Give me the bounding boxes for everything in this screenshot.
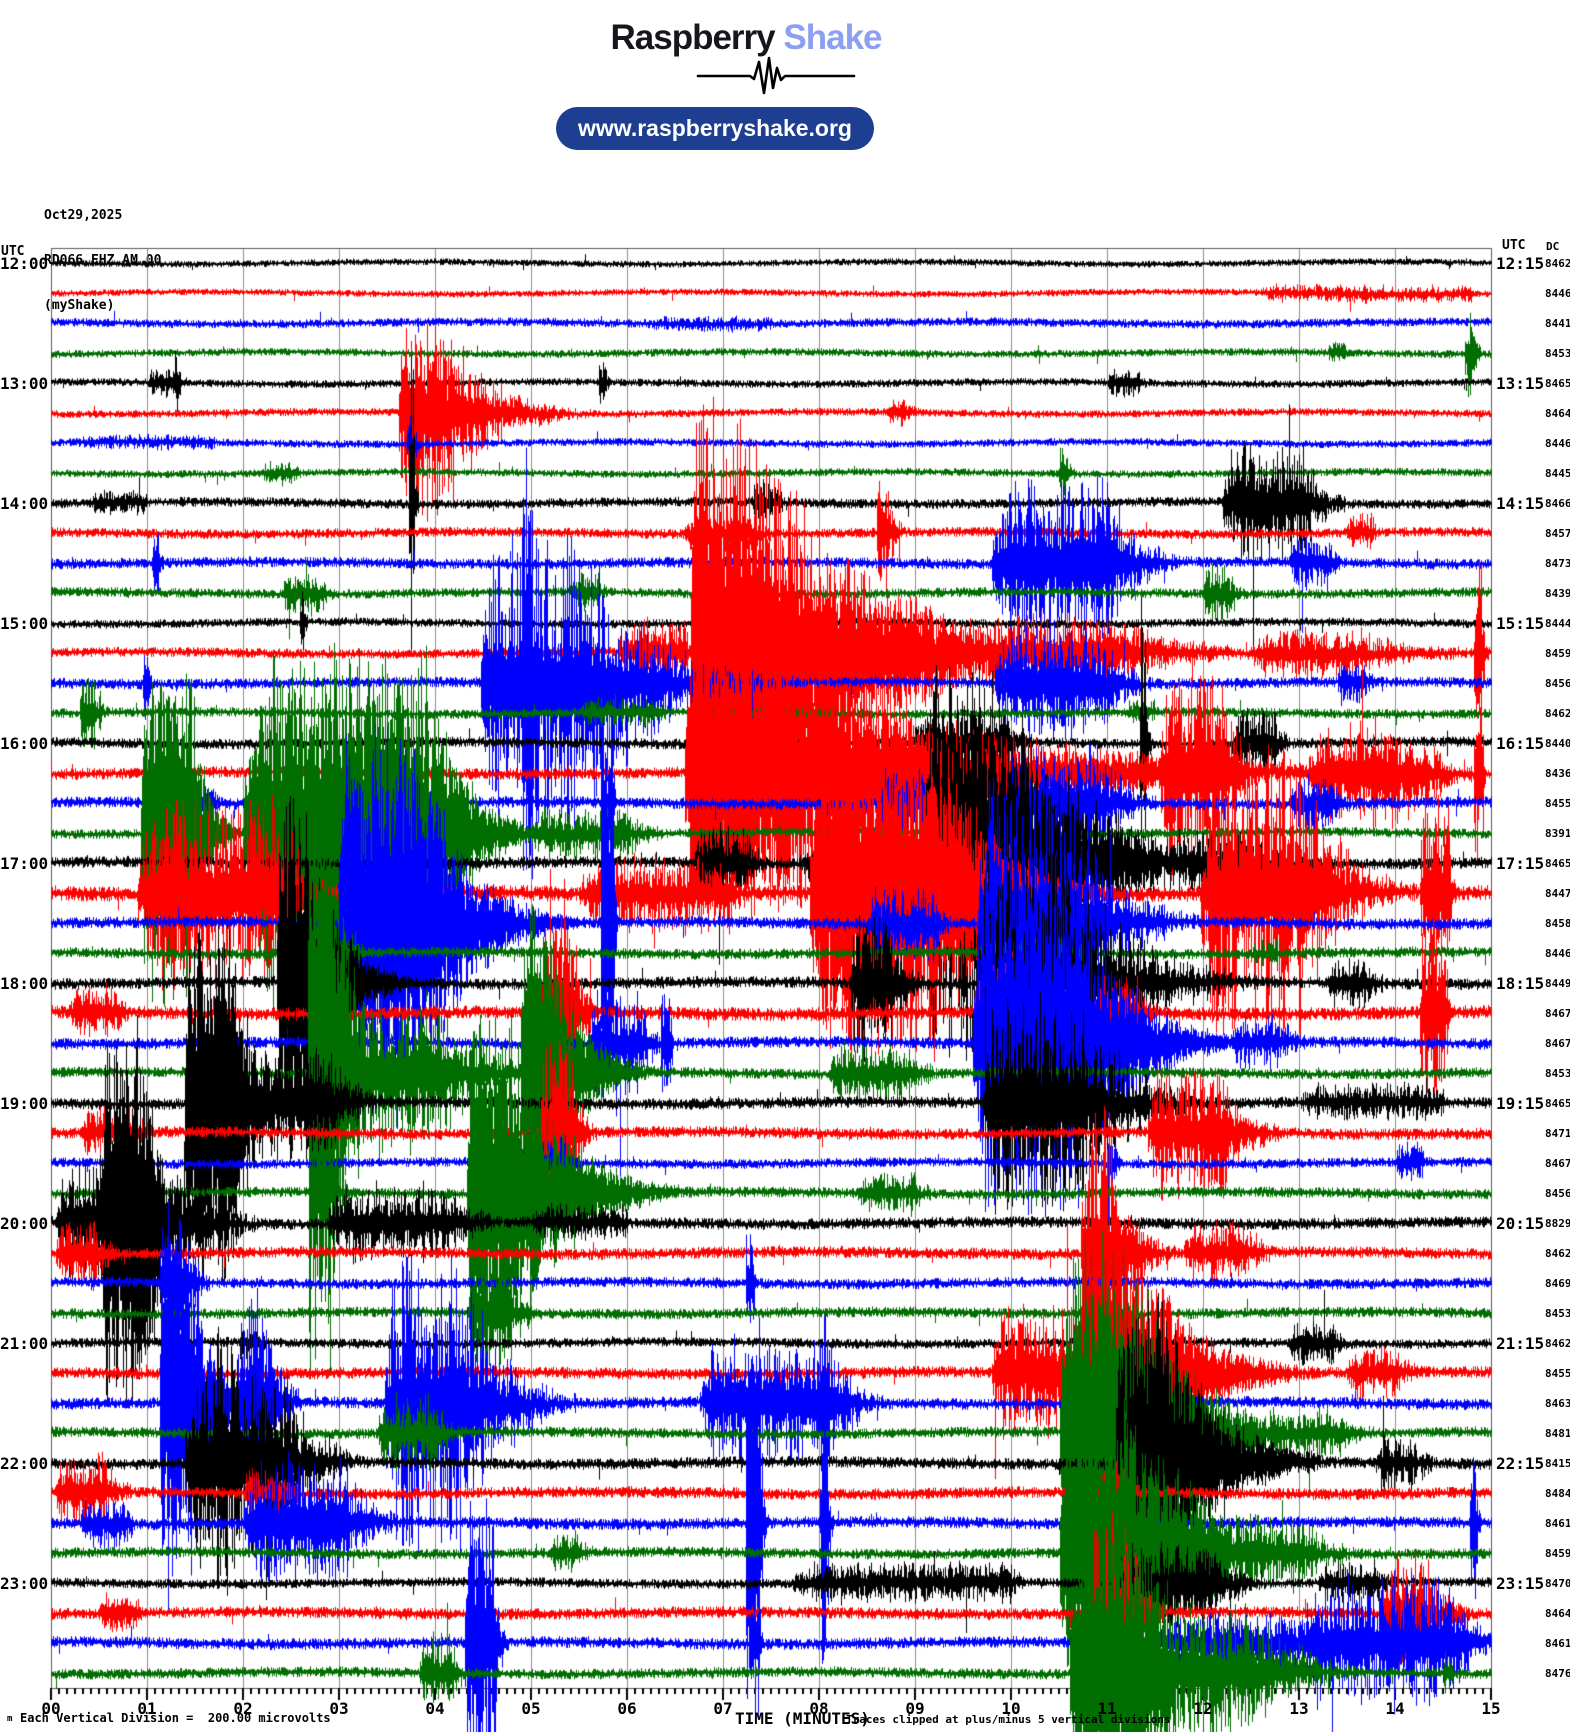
utc-left-label: 22:00: [0, 1454, 49, 1473]
dc-value: 8457: [1545, 527, 1570, 540]
utc-right-label: 15:15: [1496, 614, 1545, 633]
utc-right-label: 21:15: [1496, 1334, 1545, 1353]
dc-value: 8455: [1545, 797, 1570, 810]
utc-left-label: 19:00: [0, 1094, 49, 1113]
dc-value: 8441: [1545, 317, 1570, 330]
utc-left-label: 13:00: [0, 374, 49, 393]
x-tick-label: 06: [617, 1699, 637, 1718]
x-axis-title: TIME (MINUTES): [735, 1709, 870, 1728]
dc-value: 8391: [1545, 827, 1570, 840]
x-tick-label: 10: [1001, 1699, 1021, 1718]
dc-value: 8415: [1545, 1457, 1570, 1470]
utc-left-label: 16:00: [0, 734, 49, 753]
vertical-division-scale-note: Each Vertical Division = 200.00 microvol…: [20, 1711, 331, 1725]
dc-value: 8449: [1545, 977, 1570, 990]
utc-right-label: 18:15: [1496, 974, 1545, 993]
dc-value: 8462: [1545, 257, 1570, 270]
dc-value: 8459: [1545, 1547, 1570, 1560]
dc-value: 8447: [1545, 887, 1570, 900]
dc-value: 8453: [1545, 347, 1570, 360]
dc-value: 8456: [1545, 677, 1570, 690]
x-tick-label: 11: [1097, 1699, 1117, 1718]
x-tick-label: 07: [713, 1699, 733, 1718]
dc-value: 8459: [1545, 647, 1570, 660]
dc-value: 8467: [1545, 1037, 1570, 1050]
utc-right-label: 23:15: [1496, 1574, 1545, 1593]
x-tick-label: 05: [521, 1699, 541, 1718]
x-tick-label: 01: [137, 1699, 157, 1718]
utc-left-label: 20:00: [0, 1214, 49, 1233]
dc-value: 8440: [1545, 737, 1570, 750]
utc-left-label: 15:00: [0, 614, 49, 633]
dc-value: 8446: [1545, 437, 1570, 450]
x-tick-label: 13: [1289, 1699, 1309, 1718]
dc-value: 8471: [1545, 1127, 1570, 1140]
dc-value: 8439: [1545, 587, 1570, 600]
dc-value: 8465: [1545, 377, 1570, 390]
utc-left-label: 17:00: [0, 854, 49, 873]
dc-value: 8469: [1545, 1277, 1570, 1290]
dc-value: 8455: [1545, 1367, 1570, 1380]
x-tick-label: 00: [41, 1699, 61, 1718]
x-tick-label: 08: [809, 1699, 829, 1718]
dc-value: 8461: [1545, 1517, 1570, 1530]
utc-left-label: 12:00: [0, 254, 49, 273]
dc-value: 8445: [1545, 467, 1570, 480]
dc-value: 8464: [1545, 1607, 1570, 1620]
utc-right-label: 12:15: [1496, 254, 1545, 273]
x-tick-label: 12: [1193, 1699, 1213, 1718]
dc-value: 8453: [1545, 1307, 1570, 1320]
dc-value: 8462: [1545, 707, 1570, 720]
x-tick-label: 03: [329, 1699, 349, 1718]
dc-value: 8470: [1545, 1577, 1570, 1590]
scale-note-glyph: m: [7, 1714, 13, 1724]
utc-left-label: 18:00: [0, 974, 49, 993]
dc-value: 8481: [1545, 1427, 1570, 1440]
utc-left-label: 21:00: [0, 1334, 49, 1353]
utc-right-label: 13:15: [1496, 374, 1545, 393]
dc-value: 8476: [1545, 1667, 1570, 1680]
utc-left-label: 14:00: [0, 494, 49, 513]
dc-value: 8465: [1545, 1097, 1570, 1110]
dc-value: 8446: [1545, 947, 1570, 960]
dc-value: 8458: [1545, 917, 1570, 930]
utc-right-label: 20:15: [1496, 1214, 1545, 1233]
dc-value: 8466: [1545, 497, 1570, 510]
x-tick-label: 09: [905, 1699, 925, 1718]
x-tick-label: 15: [1481, 1699, 1501, 1718]
dc-value: 8467: [1545, 1157, 1570, 1170]
dc-value: 8463: [1545, 1397, 1570, 1410]
utc-left-label: 23:00: [0, 1574, 49, 1593]
dc-value: 8462: [1545, 1337, 1570, 1350]
dc-value: 8436: [1545, 767, 1570, 780]
utc-right-label: 19:15: [1496, 1094, 1545, 1113]
dc-value: 8465: [1545, 857, 1570, 870]
x-tick-label: 14: [1385, 1699, 1405, 1718]
dc-value: 8446: [1545, 287, 1570, 300]
dc-value: 8484: [1545, 1487, 1570, 1500]
utc-right-label: 17:15: [1496, 854, 1545, 873]
dc-value: 8829: [1545, 1217, 1570, 1230]
dc-value: 8453: [1545, 1067, 1570, 1080]
x-tick-label: 04: [425, 1699, 445, 1718]
utc-right-label: 14:15: [1496, 494, 1545, 513]
dc-value: 8462: [1545, 1247, 1570, 1260]
dc-value: 8473: [1545, 557, 1570, 570]
clip-note: Traces clipped at plus/minus 5 vertical …: [846, 1713, 1171, 1726]
dc-value: 8456: [1545, 1187, 1570, 1200]
utc-right-label: 16:15: [1496, 734, 1545, 753]
utc-right-label: 22:15: [1496, 1454, 1545, 1473]
dc-value: 8467: [1545, 1007, 1570, 1020]
dc-value: 8464: [1545, 407, 1570, 420]
dc-value: 8461: [1545, 1637, 1570, 1650]
x-tick-label: 02: [233, 1699, 253, 1718]
dc-value: 8444: [1545, 617, 1570, 630]
